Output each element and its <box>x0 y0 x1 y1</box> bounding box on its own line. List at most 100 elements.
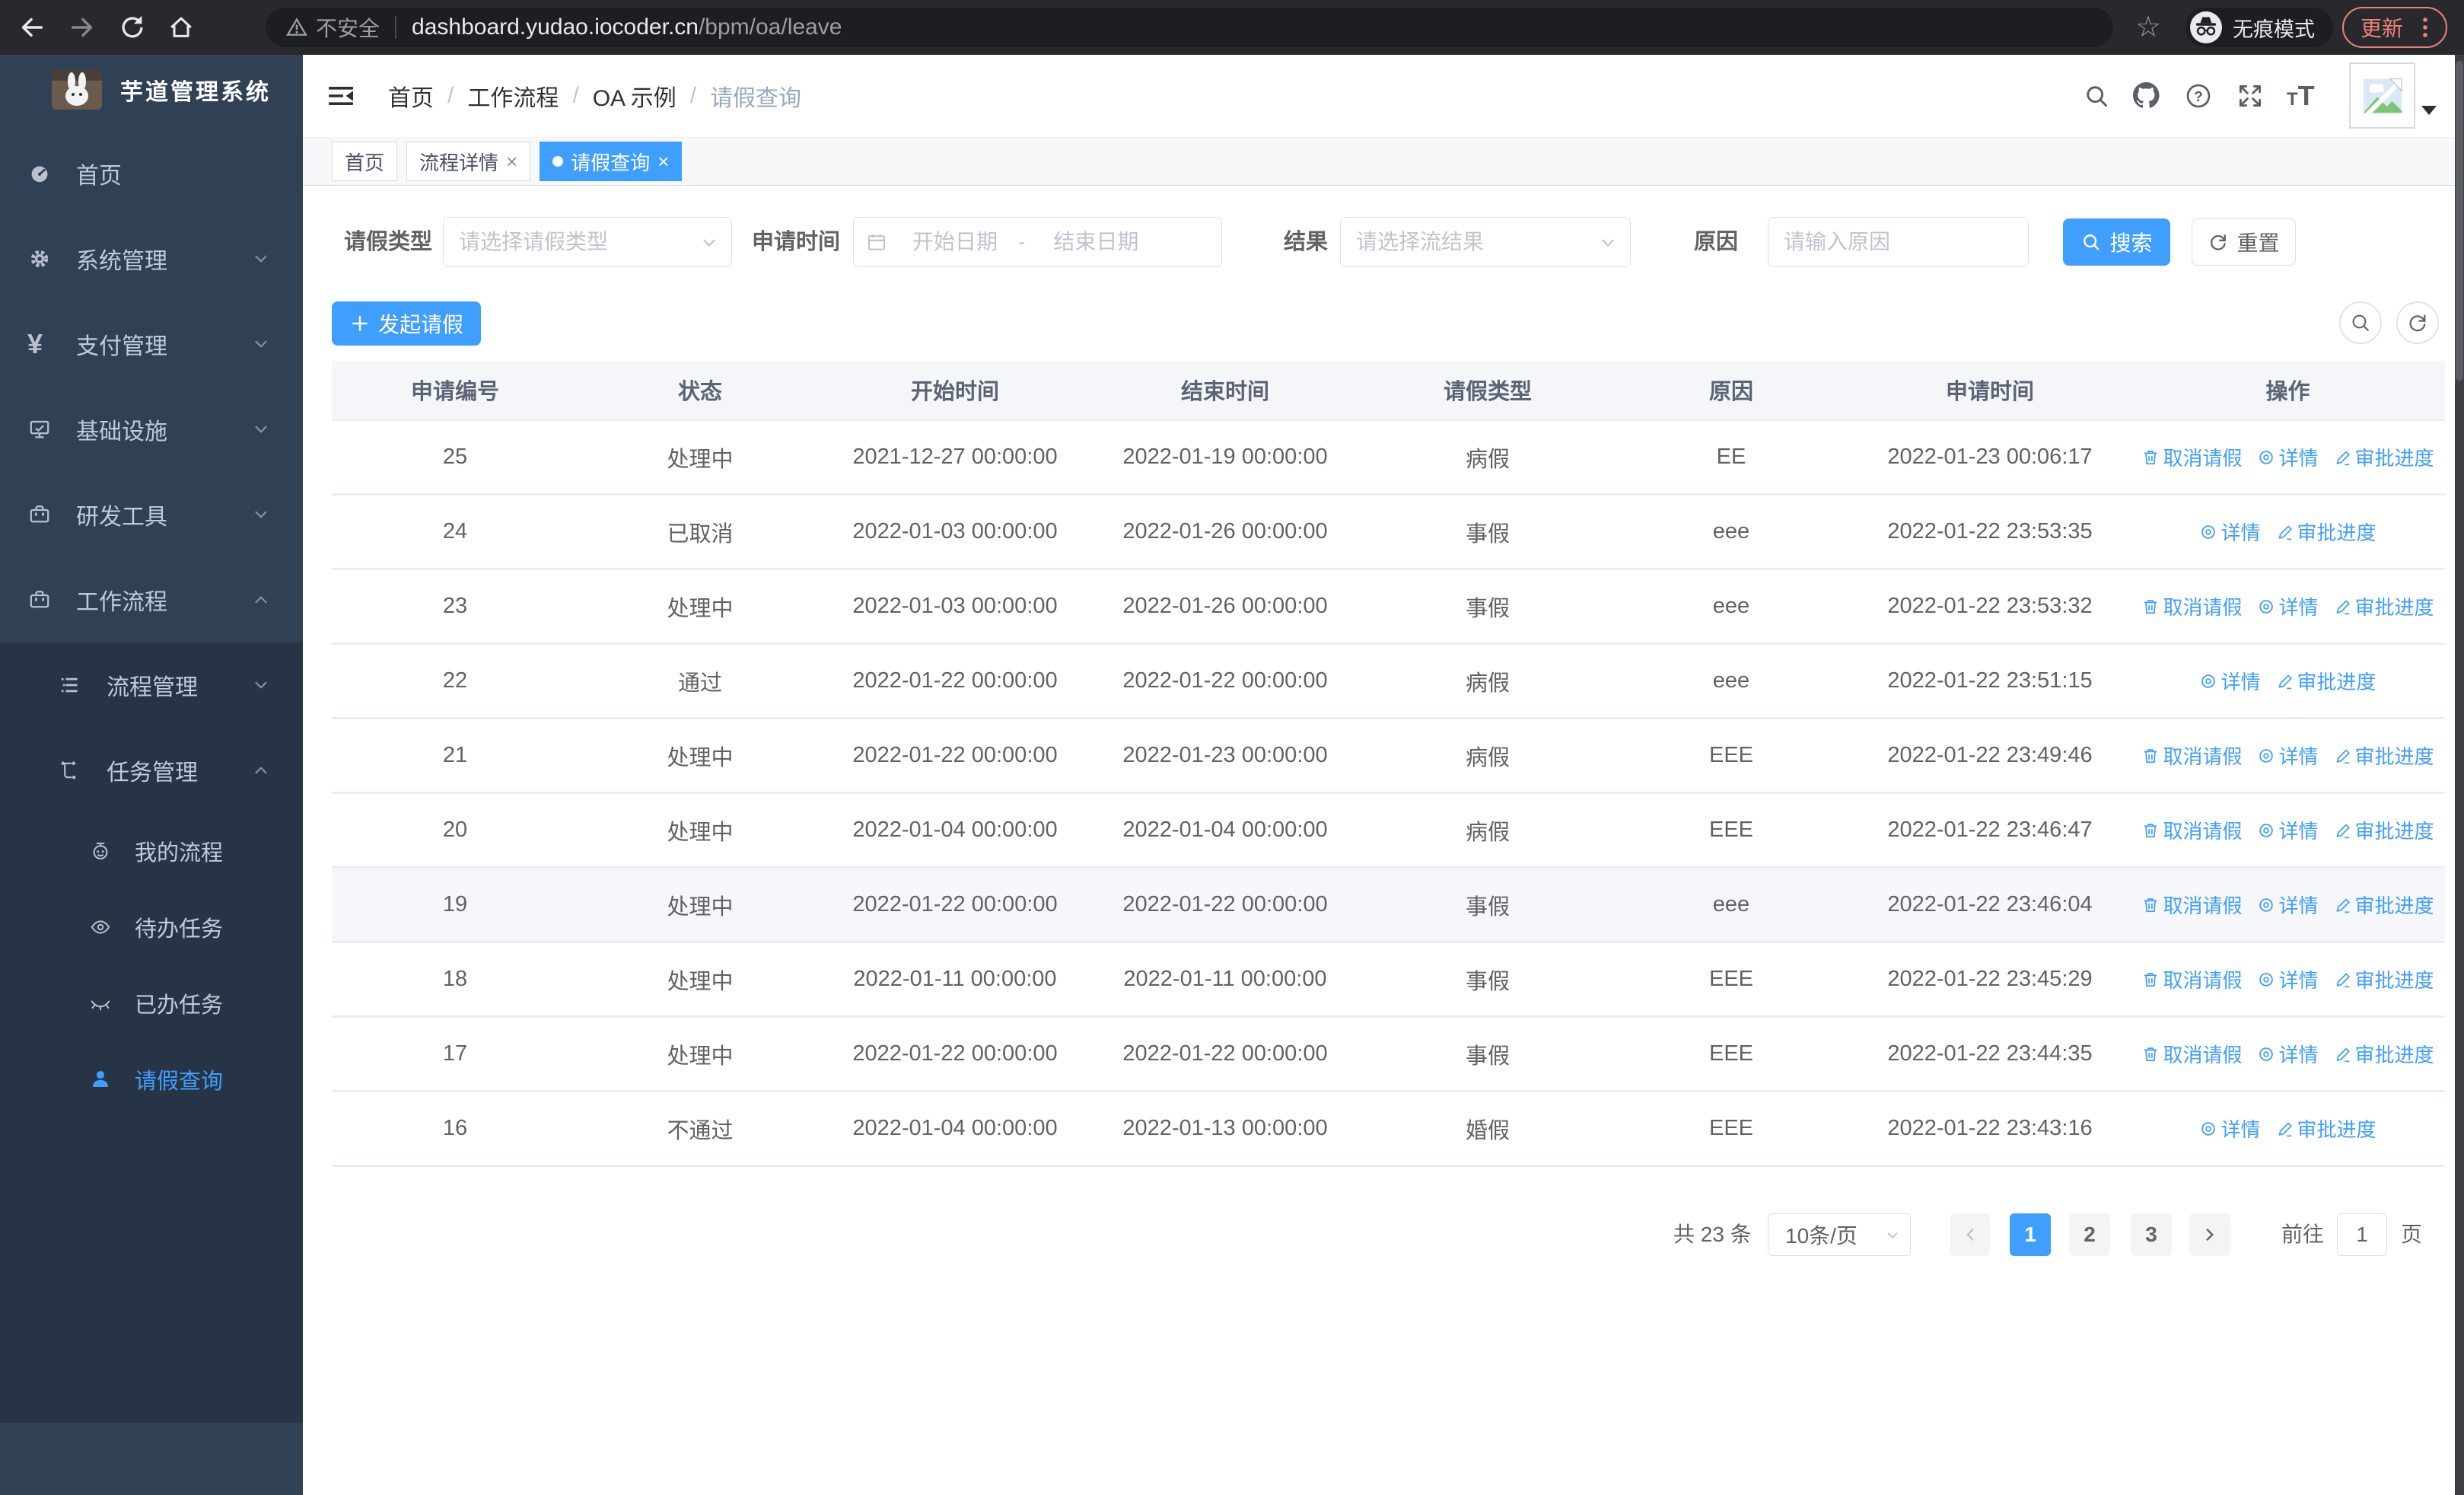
github-icon[interactable] <box>2133 82 2160 110</box>
bookmark-star-icon[interactable]: ☆ <box>2135 11 2162 43</box>
action-label: 详情 <box>2278 447 2319 470</box>
fullscreen-icon[interactable] <box>2236 82 2264 110</box>
sidebar-item-devtools[interactable]: 研发工具 <box>0 472 303 557</box>
cell-leave-type: 事假 <box>1465 1044 1510 1069</box>
trash-icon <box>2141 971 2160 989</box>
page-button-2[interactable]: 2 <box>2069 1213 2110 1256</box>
sidebar-item-infrastructure[interactable]: 基础设施 <box>0 387 303 472</box>
sidebar-item-leave-query[interactable]: 请假查询 <box>0 1041 303 1117</box>
action-detail[interactable]: 详情 <box>2199 667 2261 695</box>
action-cancel[interactable]: 取消请假 <box>2141 891 2242 919</box>
goto-unit: 页 <box>2401 1222 2423 1246</box>
breadcrumb-item[interactable]: OA 示例 <box>592 86 676 111</box>
action-detail[interactable]: 详情 <box>2257 592 2319 620</box>
action-progress[interactable]: 审批进度 <box>2276 518 2376 546</box>
action-cancel[interactable]: 取消请假 <box>2141 1040 2242 1068</box>
caret-down-icon[interactable] <box>2418 102 2440 119</box>
cell-start-time: 2022-01-11 00:00:00 <box>853 967 1057 991</box>
page-button-1[interactable]: 1 <box>2010 1213 2051 1256</box>
page-button-3[interactable]: 3 <box>2131 1213 2172 1256</box>
leave-type-select[interactable] <box>443 217 732 267</box>
sidebar-item-done-tasks[interactable]: 已办任务 <box>0 965 303 1041</box>
cell-end-time: 2022-01-26 00:00:00 <box>1122 594 1328 618</box>
action-detail[interactable]: 详情 <box>2257 816 2319 844</box>
action-cancel[interactable]: 取消请假 <box>2141 741 2242 770</box>
end-date-input[interactable] <box>1030 229 1163 255</box>
action-progress[interactable]: 审批进度 <box>2276 1114 2376 1143</box>
incognito-badge: 无痕模式 <box>2185 8 2333 47</box>
menu-dots-icon[interactable] <box>2415 12 2435 43</box>
cell-id: 22 <box>442 668 468 693</box>
cell-end-time: 2022-01-19 00:00:00 <box>1122 445 1328 469</box>
search-icon[interactable] <box>2083 82 2110 110</box>
breadcrumb-item[interactable]: 首页 <box>388 86 434 111</box>
start-date-input[interactable] <box>896 229 1014 255</box>
leave-type-select-input[interactable] <box>444 229 731 255</box>
action-progress[interactable]: 审批进度 <box>2334 592 2434 620</box>
action-progress[interactable]: 审批进度 <box>2276 667 2376 695</box>
create-leave-button[interactable]: 发起请假 <box>332 301 481 346</box>
action-progress[interactable]: 审批进度 <box>2334 965 2434 993</box>
cell-status: 处理中 <box>667 1044 734 1069</box>
action-progress[interactable]: 审批进度 <box>2334 816 2434 844</box>
tab-process-detail[interactable]: 流程详情 × <box>406 142 531 181</box>
sidebar-collapse-icon[interactable] <box>326 81 356 111</box>
action-detail[interactable]: 详情 <box>2257 965 2319 993</box>
close-icon[interactable]: × <box>657 150 670 173</box>
sidebar-item-process-mgmt[interactable]: 流程管理 <box>0 642 303 728</box>
toggle-search-button[interactable] <box>2339 301 2382 344</box>
sidebar-item-my-process[interactable]: 我的流程 <box>0 813 303 889</box>
goto-page-input[interactable] <box>2337 1213 2387 1256</box>
reason-input-box[interactable] <box>1768 217 2029 267</box>
tab-leave-query[interactable]: 请假查询 × <box>540 142 683 181</box>
action-detail[interactable]: 详情 <box>2257 891 2319 919</box>
action-cancel[interactable]: 取消请假 <box>2141 816 2242 844</box>
browser-back-icon[interactable] <box>18 13 46 42</box>
browser-forward-icon[interactable] <box>68 13 97 42</box>
action-cancel[interactable]: 取消请假 <box>2141 965 2242 993</box>
sidebar-item-task-mgmt[interactable]: 任务管理 <box>0 728 303 813</box>
result-select-input[interactable] <box>1341 229 1630 255</box>
reason-input[interactable] <box>1768 229 2028 255</box>
action-detail[interactable]: 详情 <box>2199 1114 2261 1143</box>
action-detail[interactable]: 详情 <box>2257 1040 2319 1068</box>
apply-time-range-picker[interactable]: - <box>853 217 1222 267</box>
action-detail[interactable]: 详情 <box>2199 518 2261 546</box>
action-cancel[interactable]: 取消请假 <box>2141 592 2242 620</box>
scrollbar-thumb[interactable] <box>2456 61 2463 381</box>
help-icon[interactable]: ? <box>2185 82 2212 110</box>
reset-button[interactable]: 重置 <box>2192 218 2296 266</box>
security-warning[interactable]: 不安全 <box>285 12 380 43</box>
browser-address-bar[interactable]: 不安全 dashboard.yudao.iocoder.cn /bpm/oa/l… <box>266 8 2113 47</box>
table-row: 19 处理中 2022-01-22 00:00:00 2022-01-22 00… <box>332 869 2445 943</box>
action-detail[interactable]: 详情 <box>2257 741 2319 770</box>
next-page-button[interactable] <box>2189 1213 2230 1256</box>
browser-update-button[interactable]: 更新 <box>2342 7 2448 48</box>
action-progress[interactable]: 审批进度 <box>2334 891 2434 919</box>
breadcrumb-item[interactable]: 工作流程 <box>467 86 559 111</box>
action-cancel[interactable]: 取消请假 <box>2141 443 2242 471</box>
sidebar-item-workflow[interactable]: 工作流程 <box>0 557 303 642</box>
chevron-right-icon <box>2206 1229 2214 1241</box>
tab-home[interactable]: 首页 <box>332 142 398 181</box>
browser-reload-icon[interactable] <box>118 13 147 42</box>
font-size-icon[interactable]: TT <box>2287 80 2315 111</box>
page-scrollbar[interactable] <box>2455 55 2464 1495</box>
prev-page-button[interactable] <box>1950 1213 1990 1256</box>
sidebar-item-payment[interactable]: ¥ 支付管理 <box>0 301 303 387</box>
app-logo-row[interactable]: 芋道管理系统 <box>0 55 303 125</box>
search-button[interactable]: 搜索 <box>2063 218 2170 266</box>
sidebar-item-system[interactable]: 系统管理 <box>0 216 303 301</box>
result-select[interactable] <box>1340 217 1631 267</box>
page-size-select[interactable]: 10条/页 <box>1768 1213 1911 1256</box>
action-detail[interactable]: 详情 <box>2257 443 2319 471</box>
browser-home-icon[interactable] <box>167 13 196 42</box>
sidebar-item-home[interactable]: 首页 <box>0 131 303 216</box>
sidebar-item-todo-tasks[interactable]: 待办任务 <box>0 889 303 965</box>
action-progress[interactable]: 审批进度 <box>2334 1040 2434 1068</box>
close-icon[interactable]: × <box>506 150 518 173</box>
refresh-table-button[interactable] <box>2396 301 2439 344</box>
action-progress[interactable]: 审批进度 <box>2334 443 2434 471</box>
avatar[interactable] <box>2349 62 2415 129</box>
action-progress[interactable]: 审批进度 <box>2334 741 2434 770</box>
